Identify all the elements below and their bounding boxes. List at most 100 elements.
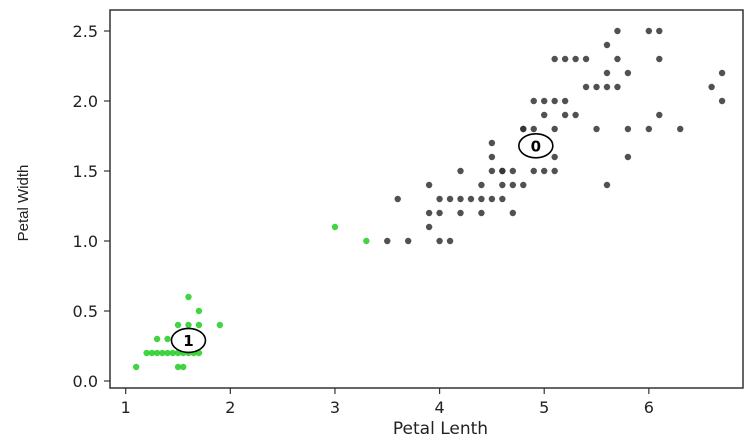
centroid-ring [170,327,207,354]
y-tick-label: 1.0 [73,232,98,251]
green-cluster-point [164,335,171,343]
black-cluster-point [624,69,632,77]
black-cluster-point [488,153,496,161]
black-cluster-point [404,237,412,245]
green-cluster-point [174,321,182,329]
plot-frame [109,9,744,389]
x-axis: 1 2 3 4 5 6 [121,388,654,417]
black-cluster-point [457,167,464,175]
black-cluster-point [624,153,632,161]
black-cluster-point [478,195,485,203]
black-cluster-point [446,195,454,203]
black-cluster-point [614,27,621,35]
black-cluster-point [446,237,454,245]
black-cluster-point [488,139,496,147]
black-cluster-point [488,167,496,175]
black-cluster-point [561,111,569,119]
axes-layer [109,9,744,389]
black-cluster-point [603,41,611,49]
y-axis-title: Petal Width [15,165,32,242]
black-cluster-point [551,125,558,133]
black-cluster-point [593,125,600,133]
black-cluster-point [425,209,433,217]
black-cluster-point [593,83,600,91]
centroid-marker: 0 [518,133,554,159]
green-cluster-point [143,349,150,357]
black-cluster-point [499,181,506,189]
green-cluster-point [169,349,176,357]
black-cluster-point [436,195,443,203]
green-cluster-point [159,349,166,357]
black-cluster-point [582,55,590,63]
green-cluster-point [148,349,156,357]
y-tick-label: 2.0 [73,92,98,111]
black-cluster-point [530,97,537,105]
black-cluster-point [457,195,464,203]
black-cluster-point [624,125,632,133]
centroid-ring [518,133,554,159]
black-cluster-point [718,97,726,105]
green-cluster-point [132,363,140,371]
black-cluster-point [499,167,506,175]
green-cluster-point [185,293,192,301]
green-cluster-point [216,321,224,329]
black-cluster-point [425,223,433,231]
y-tick-label: 0.5 [73,302,98,321]
centroid-marker: 1 [170,327,207,354]
y-tick-label: 1.5 [73,162,98,181]
centroid-layer: 10 [170,133,554,354]
black-cluster-point [656,55,663,63]
marks-layer [132,27,726,371]
green-cluster-point [153,335,161,343]
green-cluster-point [195,307,203,315]
black-cluster-point [520,181,527,189]
centroid-label: 0 [531,137,541,155]
green-cluster-point [331,223,339,231]
black-cluster-point [656,27,663,35]
black-cluster-point [509,209,517,217]
black-cluster-point [384,237,391,245]
x-tick-label: 6 [644,398,654,417]
green-cluster-point [164,349,171,357]
black-cluster-point [478,209,485,217]
green-cluster-point [363,237,370,245]
black-cluster-point [509,181,517,189]
black-cluster-point [572,111,579,119]
black-cluster-point [582,83,590,91]
black-cluster-point [656,111,663,119]
green-cluster-point [185,321,192,329]
black-cluster-point [541,111,548,119]
green-cluster-point [153,349,161,357]
x-tick-label: 2 [225,398,235,417]
green-cluster-point [195,321,203,329]
x-axis-title: Petal Lenth [393,419,488,439]
black-cluster-point [530,125,537,133]
black-cluster-point [467,195,475,203]
black-cluster-point [541,97,548,105]
green-cluster-point [180,363,187,371]
black-cluster-point [488,195,496,203]
black-cluster-point [708,83,715,91]
black-cluster-point [572,55,579,63]
black-cluster-point [614,55,621,63]
y-axis: 0.0 0.5 1.0 1.5 2.0 2.5 [73,22,110,391]
black-cluster-point [436,237,443,245]
black-cluster-point [551,97,558,105]
black-cluster-point [603,181,611,189]
black-cluster-point [603,69,611,77]
black-cluster-point [645,27,653,35]
black-cluster-point [520,125,527,133]
black-cluster-point [603,83,611,91]
black-cluster-point [509,167,517,175]
black-cluster-point [561,97,569,105]
x-tick-label: 1 [121,398,131,417]
y-tick-label: 2.5 [73,22,98,41]
black-cluster-point [718,69,726,77]
x-tick-label: 5 [539,398,549,417]
y-tick-label: 0.0 [73,372,98,391]
black-cluster-point [551,167,558,175]
black-cluster-point [677,125,684,133]
black-cluster-point [551,153,558,161]
black-cluster-point [499,195,506,203]
